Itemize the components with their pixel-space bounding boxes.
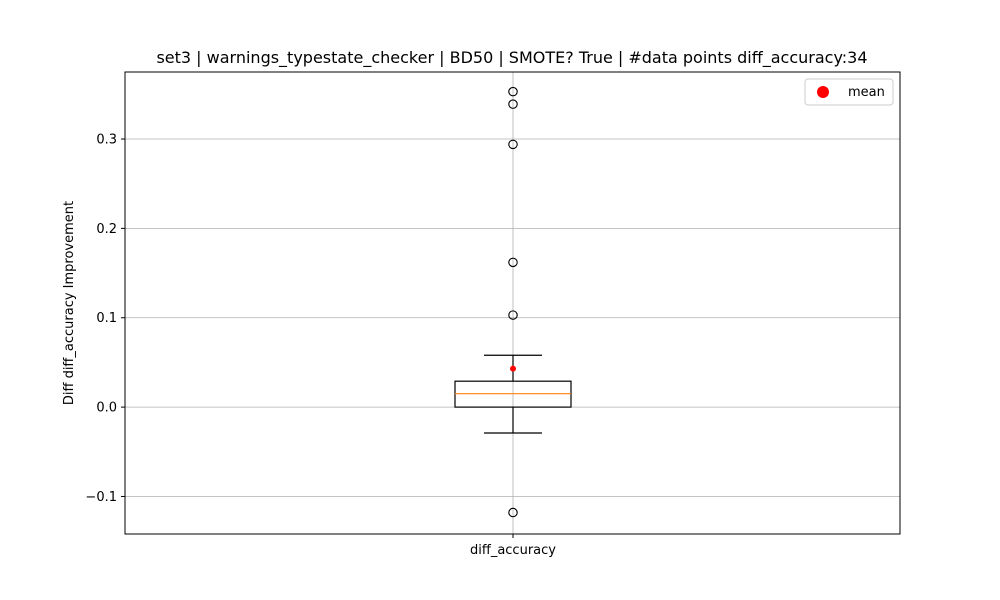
y-tick-label: 0.0 [96, 401, 117, 416]
chart-title: set3 | warnings_typestate_checker | BD50… [156, 48, 867, 68]
x-tick-label: diff_accuracy [470, 543, 556, 558]
y-tick-label: −0.1 [85, 490, 117, 505]
plot-frame [124, 71, 901, 535]
outlier-point [508, 257, 518, 268]
legend-mean-marker [817, 86, 829, 98]
outlier-point [508, 86, 518, 97]
outlier-point [508, 507, 518, 518]
outlier-point [508, 310, 518, 320]
legend-frame [804, 78, 894, 106]
legend-mean-label: mean [848, 85, 885, 100]
grid-lines [125, 72, 900, 534]
y-tick-label: 0.1 [96, 311, 117, 326]
outlier-point [508, 139, 518, 150]
x-axis-ticks: diff_accuracy [470, 534, 556, 558]
outlier-point [508, 99, 518, 109]
y-axis-ticks: −0.1 0.0 0.1 0.2 0.3 [85, 133, 125, 505]
mean-point [510, 365, 516, 372]
y-tick-label: 0.2 [96, 222, 117, 237]
y-axis-label: Diff diff_accuracy Improvement [62, 201, 77, 405]
y-tick-label: 0.3 [96, 133, 117, 148]
plot-area [454, 86, 572, 518]
legend: mean [804, 78, 894, 106]
